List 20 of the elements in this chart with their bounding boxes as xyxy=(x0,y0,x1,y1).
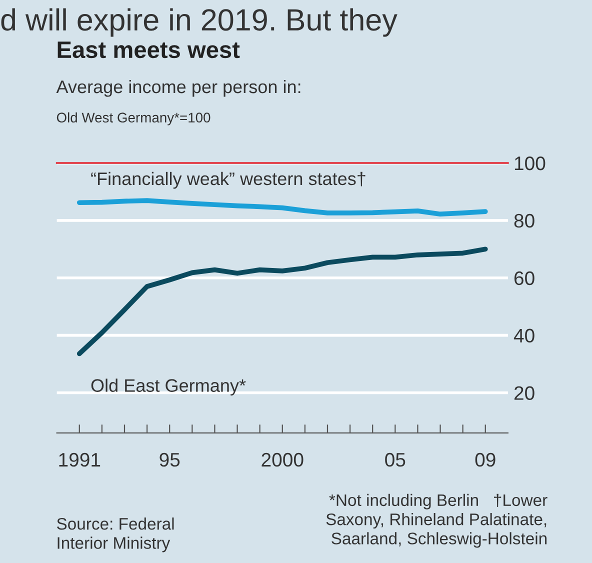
y-tick-label: 60 xyxy=(514,271,534,286)
text: d will expire in 2019. But they xyxy=(1,8,398,37)
x-tick-label: 1991 xyxy=(59,452,100,467)
source-note: Source: Federal Interior Ministry xyxy=(57,518,174,552)
y-tick-label: 100 xyxy=(514,156,546,170)
series-label: “Financially weak” western states† xyxy=(91,172,366,189)
x-tick-label: 2000 xyxy=(262,452,304,467)
y-tick-label: 20 xyxy=(514,386,534,400)
series-label: Old East Germany* xyxy=(91,378,246,396)
x-tick-label: 05 xyxy=(385,452,406,467)
y-axis-title: Old West Germany*=100 xyxy=(56,112,210,126)
text: *Not including Berlin †Lower Saxony, Rhineland Palatinate, Saarland, Schleswig-Holstein xyxy=(326,494,548,548)
chart-title: East meets west xyxy=(58,42,240,58)
x-tick-label: 95 xyxy=(160,452,180,467)
line-series xyxy=(76,246,488,356)
line-series xyxy=(76,198,488,217)
y-tick-label: 40 xyxy=(514,328,534,343)
chart-subtitle: Average income per person in: xyxy=(56,80,300,97)
x-tick-label: 09 xyxy=(475,452,496,467)
y-tick-label: 80 xyxy=(514,214,534,228)
